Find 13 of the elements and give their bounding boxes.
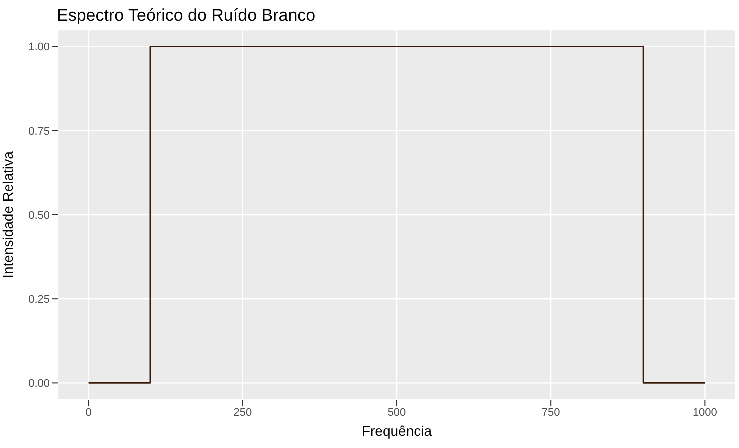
y-axis-title: Intensidade Relativa — [0, 151, 16, 278]
y-tick-label: 1.00 — [28, 42, 50, 54]
y-tick-label: 0.25 — [28, 294, 50, 306]
x-axis-title: Frequência — [362, 423, 432, 439]
y-tick-label: 0.75 — [28, 126, 50, 138]
x-tick-label: 1000 — [692, 406, 718, 419]
y-tick-label: 0.50 — [28, 210, 50, 222]
x-tick-label: 250 — [234, 406, 252, 419]
x-tick-label: 500 — [388, 406, 406, 419]
x-tick-label: 0 — [86, 406, 92, 419]
chart-title: Espectro Teórico do Ruído Branco — [57, 6, 316, 26]
x-tick-label: 750 — [542, 406, 560, 419]
y-tick-label: 0.00 — [28, 378, 50, 390]
